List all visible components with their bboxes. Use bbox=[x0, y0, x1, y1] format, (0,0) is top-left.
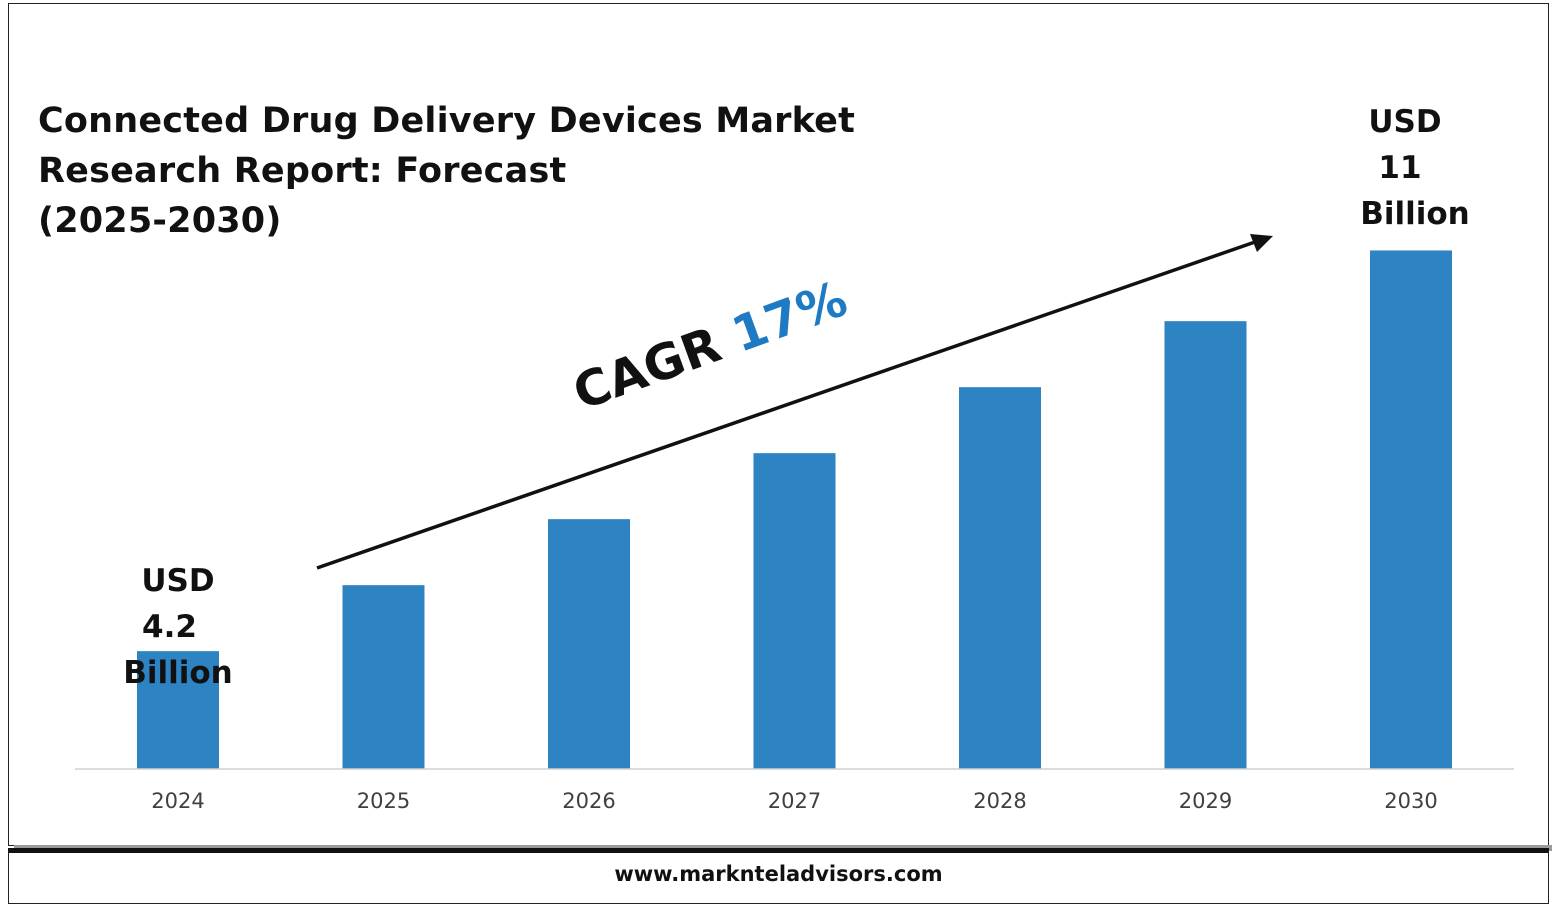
x-tick-label-2024: 2024 bbox=[151, 789, 204, 813]
footer-bar bbox=[8, 848, 1549, 904]
title-line-2: Research Report: Forecast bbox=[38, 151, 567, 191]
trend-arrow-line bbox=[316, 240, 1256, 570]
x-tick-label-2027: 2027 bbox=[768, 789, 821, 813]
end-value-label: USD 11 Billion bbox=[1340, 99, 1490, 237]
x-tick-label-2025: 2025 bbox=[357, 789, 410, 813]
x-tick-label-2028: 2028 bbox=[973, 789, 1026, 813]
end-label-unit: Billion bbox=[1360, 196, 1470, 232]
start-label-currency: USD bbox=[141, 563, 215, 599]
x-tick-label-2030: 2030 bbox=[1384, 789, 1437, 813]
bars-group bbox=[137, 250, 1452, 769]
bar-2030 bbox=[1370, 250, 1452, 769]
trend-arrow bbox=[316, 234, 1273, 570]
trend-arrow-head bbox=[1250, 234, 1273, 252]
title-line-1: Connected Drug Delivery Devices Market bbox=[38, 101, 856, 141]
x-tick-labels: 2024 2025 2026 2027 2028 2029 2030 bbox=[151, 789, 1437, 813]
x-tick-label-2026: 2026 bbox=[562, 789, 615, 813]
bar-2026 bbox=[548, 519, 630, 769]
title-line-3: (2025-2030) bbox=[38, 201, 282, 241]
start-label-amount: 4.2 bbox=[142, 609, 197, 645]
start-label-unit: Billion bbox=[123, 655, 233, 691]
x-tick-label-2029: 2029 bbox=[1179, 789, 1232, 813]
chart-title: Connected Drug Delivery Devices Market R… bbox=[38, 96, 938, 246]
bar-2025 bbox=[342, 585, 425, 769]
bar-2028 bbox=[959, 387, 1041, 769]
bar-2027 bbox=[753, 453, 836, 769]
bar-2029 bbox=[1164, 321, 1247, 769]
end-label-amount: 11 bbox=[1378, 150, 1422, 186]
bar-2024 bbox=[137, 651, 219, 769]
start-value-label: USD 4.2 Billion bbox=[108, 558, 248, 696]
end-label-currency: USD bbox=[1368, 104, 1442, 140]
footer-url: www.marknteladvisors.com bbox=[614, 862, 943, 886]
